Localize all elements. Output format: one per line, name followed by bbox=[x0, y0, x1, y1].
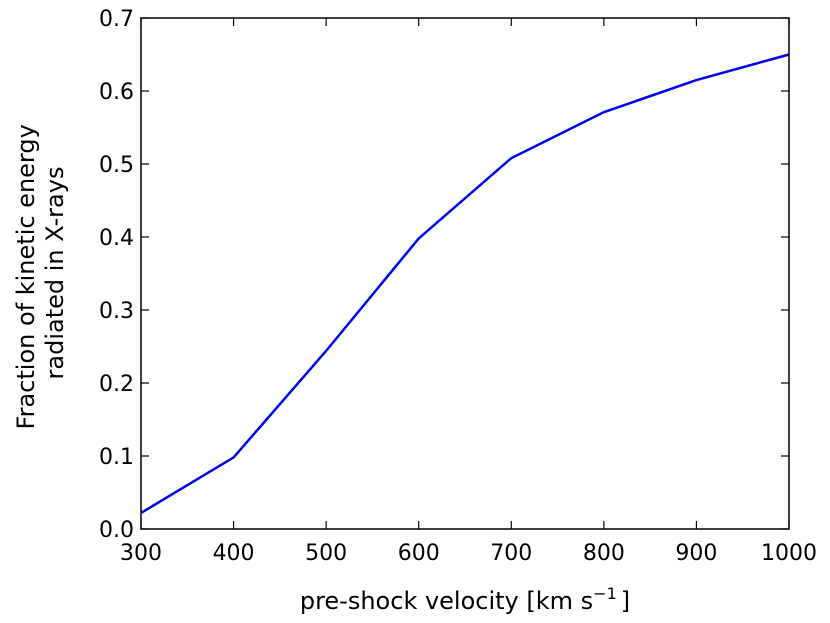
x-axis-label-superscript: −1 bbox=[593, 584, 617, 603]
y-axis-label-line2: radiated in X-rays bbox=[41, 167, 69, 380]
series-line bbox=[140, 53, 790, 515]
y-tick-label: 0.6 bbox=[99, 80, 134, 105]
x-tick-label: 600 bbox=[398, 541, 440, 566]
y-axis-label-line1: Fraction of kinetic energy bbox=[12, 124, 40, 429]
axis-tick-labels: 300 400 500 600 700 800 900 1000 0.0 0.1 0.2 0.3 0.4… bbox=[99, 7, 817, 566]
y-tick-label: 0.2 bbox=[99, 372, 134, 397]
x-tick-label: 800 bbox=[583, 541, 625, 566]
y-tick-label: 0.0 bbox=[99, 518, 134, 543]
x-tick-label: 1000 bbox=[761, 541, 817, 566]
x-tick-label: 900 bbox=[675, 541, 717, 566]
y-tick-label: 0.1 bbox=[99, 445, 134, 470]
plot-frame bbox=[140, 17, 790, 530]
x-axis-label-end: ] bbox=[621, 587, 630, 615]
y-tick-label: 0.7 bbox=[99, 7, 134, 32]
x-tick-label: 500 bbox=[305, 541, 347, 566]
y-tick-label: 0.4 bbox=[99, 226, 134, 251]
x-tick-label: 700 bbox=[490, 541, 532, 566]
x-axis-label: pre-shock velocity [km s−1] bbox=[300, 584, 630, 615]
y-axis-label: Fraction of kinetic energy radiated in X… bbox=[12, 117, 69, 430]
y-tick-label: 0.3 bbox=[99, 299, 134, 324]
y-tick-label: 0.5 bbox=[99, 153, 134, 178]
x-tick-label: 400 bbox=[213, 541, 255, 566]
x-tick-label: 300 bbox=[120, 541, 162, 566]
x-axis-label-main: pre-shock velocity [km s bbox=[300, 587, 593, 615]
